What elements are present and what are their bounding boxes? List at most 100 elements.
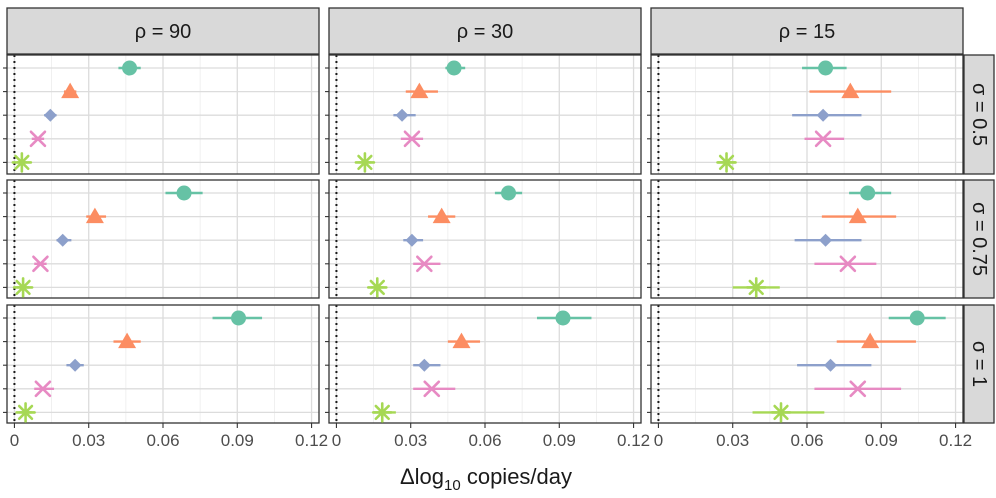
strip-layer: ρ = 90 ρ = 30 ρ = 15 σ = 0.5 σ = 0.75 σ = 1 [6,7,995,424]
diamond-marker [819,233,833,247]
data-point [403,130,421,148]
data-point [231,310,247,326]
row-strip-0 [963,54,995,175]
asterisk-marker-stroke [748,279,764,296]
column-strip-2 [650,7,964,55]
panel-border [328,54,642,175]
x-tick-label: 0.06 [146,431,179,450]
x-tick-label: 0.03 [716,431,749,450]
asterisk-marker-stroke [15,279,31,296]
circle-marker [446,60,462,76]
cross-marker-stroke [403,130,421,148]
circle-marker [176,185,192,201]
x-tick-label: 0.12 [939,431,972,450]
data-point [839,255,857,273]
data-point [849,380,867,398]
x-tick-label: 0.06 [790,431,823,450]
column-strip-1 [328,7,642,55]
data-point [452,332,471,349]
x-tick-label: 0.03 [72,431,105,450]
cross-marker-stroke [29,130,47,148]
x-axis: 0 0.03 0.06 0.09 0.12 0 0.03 0.06 0.09 0.12 0 0.03 0… [10,423,972,450]
panel-border [6,179,320,299]
circle-marker [122,60,138,76]
cross-marker-stroke [32,255,49,273]
diamond-marker [43,108,57,122]
panel-data-1-0 [354,60,466,173]
data-point [371,402,393,423]
data-point [848,207,867,224]
data-point [410,82,429,99]
data-point [416,255,433,273]
data-point [68,358,82,372]
triangle-marker [841,82,860,99]
data-point [11,152,33,173]
panel-border [6,54,320,175]
panel-data-0-1 [12,185,203,298]
data-point [555,310,571,326]
cross-marker-stroke [814,130,832,148]
data-point [860,185,876,201]
x-tick-label: 0.12 [617,431,650,450]
data-point [819,233,833,247]
row-strip-1 [963,179,995,299]
data-point [354,152,376,173]
circle-marker [231,310,247,326]
asterisk-marker-stroke [773,404,789,421]
x-axis-title-subscript: 10 [444,477,461,494]
panel-data-0-0 [11,60,141,173]
diamond-marker [417,358,431,372]
x-tick-label: 0 [10,431,19,450]
cross-marker-stroke [423,380,441,398]
cross-marker-stroke [34,380,52,398]
triangle-marker [452,332,471,349]
panel-data-0-2 [15,310,263,423]
panel-0-2 [3,304,320,424]
data-point [417,358,431,372]
column-strip-label: ρ = 15 [779,21,835,43]
data-point [909,310,925,326]
x-tick-label: 0.12 [295,431,328,450]
panel-border [328,179,642,299]
diamond-marker [405,233,419,247]
triangle-marker [85,207,104,224]
x-tick-label: 0.06 [468,431,501,450]
row-strip-label: σ = 0.5 [968,83,990,146]
x-tick-label: 0.09 [543,431,576,450]
data-point [716,152,737,173]
x-tick-label: 0 [332,431,341,450]
data-point [770,402,792,423]
asterisk-marker-stroke [357,154,373,171]
panel-1-1 [325,179,642,299]
diamond-marker [56,233,70,247]
data-point [501,185,517,201]
row-strip-2 [963,304,995,424]
panel-data-1-2 [371,310,592,423]
asterisk-marker-stroke [17,404,34,421]
diamond-marker [824,358,838,372]
data-point [395,108,409,122]
triangle-marker [432,207,451,224]
panel-1-0 [325,54,642,175]
cross-marker-stroke [416,255,433,273]
triangle-marker [848,207,867,224]
diamond-marker [816,108,830,122]
data-point [12,277,34,298]
row-strip-label: σ = 1 [968,341,990,387]
triangle-marker [410,82,429,99]
data-point [423,380,441,398]
x-tick-label: 0 [654,431,663,450]
cross-marker-stroke [839,255,857,273]
x-axis-title: Δlog10 copies/day [400,464,572,494]
data-point [824,358,838,372]
triangle-marker [118,332,137,349]
data-point [816,108,830,122]
diamond-marker [395,108,409,122]
data-point [34,380,52,398]
circle-marker [818,60,834,76]
column-strip-label: ρ = 90 [135,21,191,43]
data-point [446,60,462,76]
data-point [814,130,832,148]
